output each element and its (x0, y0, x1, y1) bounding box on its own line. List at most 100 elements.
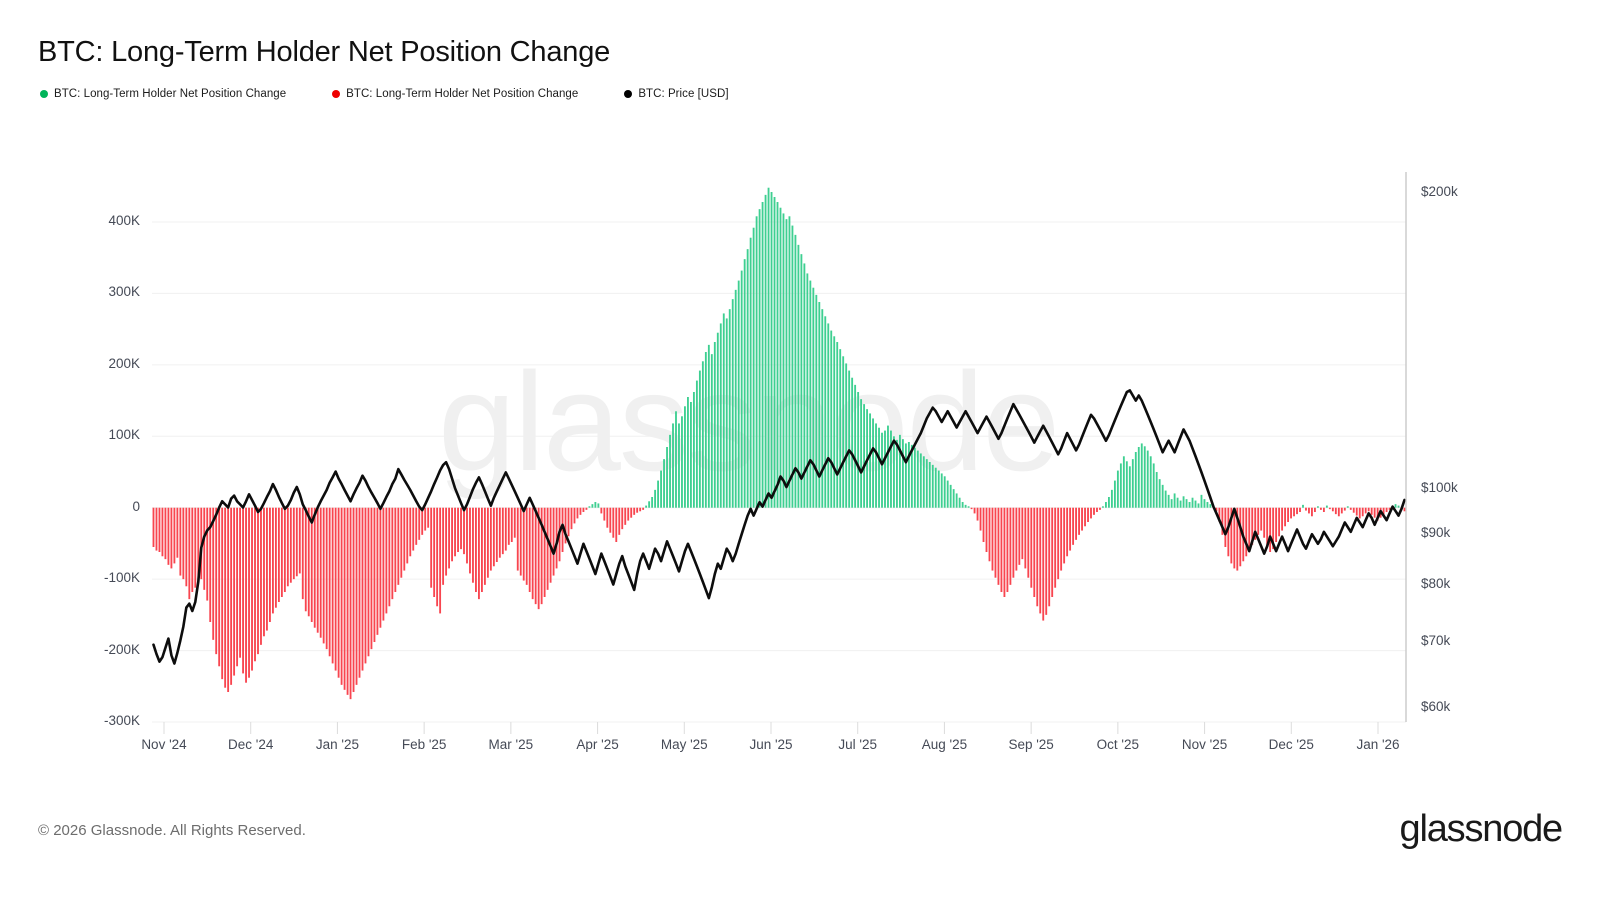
chart-bar[interactable] (355, 507, 358, 685)
chart-bar[interactable] (1227, 507, 1230, 557)
chart-bar[interactable] (1305, 507, 1307, 511)
chart-bar[interactable] (681, 416, 683, 508)
chart-bar[interactable] (451, 507, 453, 562)
chart-bar[interactable] (928, 462, 931, 508)
chart-bar[interactable] (1054, 507, 1057, 588)
chart-bar[interactable] (292, 507, 295, 580)
chart-bar[interactable] (1346, 506, 1349, 508)
chart-bar[interactable] (579, 507, 582, 515)
chart-bar[interactable] (242, 507, 244, 674)
chart-bar[interactable] (704, 352, 707, 508)
chart-bar[interactable] (185, 507, 188, 587)
chart-bar[interactable] (755, 216, 758, 508)
chart-bar[interactable] (1006, 507, 1009, 592)
chart-bar[interactable] (573, 507, 576, 524)
chart-bar[interactable] (907, 442, 910, 508)
chart-bar[interactable] (400, 507, 403, 578)
chart-bar[interactable] (1224, 507, 1227, 547)
chart-bar[interactable] (764, 194, 767, 508)
chart-bar[interactable] (215, 507, 218, 655)
chart-bar[interactable] (531, 507, 534, 600)
chart-bar[interactable] (489, 507, 492, 571)
chart-bar[interactable] (943, 476, 946, 508)
chart-bar[interactable] (695, 380, 698, 508)
chart-bar[interactable] (1281, 507, 1284, 531)
chart-bar[interactable] (448, 507, 450, 569)
chart-bar[interactable] (176, 507, 179, 558)
chart-bar[interactable] (1272, 507, 1275, 550)
chart-bar[interactable] (684, 406, 686, 508)
chart-bar[interactable] (334, 507, 337, 671)
chart-bar[interactable] (391, 507, 394, 600)
chart-bar[interactable] (1003, 507, 1006, 597)
chart-bar[interactable] (901, 439, 904, 508)
chart-bar[interactable] (349, 507, 352, 700)
chart-bar[interactable] (567, 507, 570, 537)
chart-bar[interactable] (967, 506, 970, 508)
chart-bar[interactable] (1039, 507, 1042, 614)
chart-bar[interactable] (397, 507, 400, 585)
chart-bar[interactable] (475, 507, 477, 592)
chart-bar[interactable] (1119, 463, 1122, 508)
chart-bar[interactable] (964, 504, 967, 508)
chart-bar[interactable] (1314, 507, 1316, 512)
chart-bar[interactable] (1128, 466, 1131, 508)
chart-bar[interactable] (1370, 507, 1373, 515)
chart-bar[interactable] (615, 507, 618, 542)
chart-bar[interactable] (1149, 456, 1152, 508)
chart-bar[interactable] (158, 507, 161, 552)
chart-bar[interactable] (675, 411, 677, 508)
chart-bar[interactable] (313, 507, 316, 628)
chart-bar[interactable] (1027, 507, 1030, 578)
chart-bar[interactable] (734, 289, 737, 508)
chart-bar[interactable] (1158, 479, 1161, 508)
chart-bar[interactable] (277, 507, 280, 602)
chart-bar[interactable] (1403, 507, 1406, 512)
chart-bar[interactable] (537, 507, 540, 610)
chart-bar[interactable] (248, 507, 250, 678)
chart-bar[interactable] (289, 507, 292, 583)
chart-bar[interactable] (1337, 507, 1340, 517)
chart-bar[interactable] (403, 507, 406, 571)
chart-bar[interactable] (845, 363, 848, 508)
chart-bar[interactable] (1012, 507, 1015, 578)
chart-bar[interactable] (1257, 507, 1260, 535)
chart-bar[interactable] (1099, 507, 1101, 510)
chart-bar[interactable] (836, 342, 839, 508)
chart-bar[interactable] (507, 507, 510, 545)
chart-bar[interactable] (758, 209, 761, 508)
chart-bar[interactable] (346, 507, 349, 695)
chart-bar[interactable] (692, 392, 695, 508)
chart-bar[interactable] (167, 507, 170, 565)
chart-bar[interactable] (976, 507, 979, 521)
chart-bar[interactable] (1388, 507, 1391, 510)
chart-bar[interactable] (737, 280, 740, 508)
chart-bar[interactable] (188, 507, 191, 600)
chart-bar[interactable] (445, 507, 448, 576)
chart-bar[interactable] (352, 507, 355, 692)
chart-bar[interactable] (1334, 507, 1337, 515)
chart-bar[interactable] (483, 507, 486, 585)
chart-bar[interactable] (1081, 507, 1083, 531)
chart-bar[interactable] (678, 423, 680, 508)
chart-bar[interactable] (233, 507, 236, 676)
chart-bar[interactable] (337, 507, 340, 678)
chart-bar[interactable] (257, 507, 259, 655)
chart-bar[interactable] (955, 493, 958, 508)
chart-bar[interactable] (1131, 459, 1134, 508)
chart-bar[interactable] (203, 507, 206, 590)
chart-bar[interactable] (725, 318, 728, 508)
chart-bar[interactable] (260, 507, 262, 645)
chart-bar[interactable] (570, 507, 573, 530)
chart-bar[interactable] (307, 507, 310, 617)
chart-bar[interactable] (1045, 507, 1048, 615)
chart-bar[interactable] (931, 464, 934, 508)
chart-bar[interactable] (857, 392, 860, 508)
chart-bar[interactable] (1176, 497, 1179, 508)
chart-bar[interactable] (1293, 507, 1295, 517)
chart-bar[interactable] (245, 507, 247, 683)
chart-bar[interactable] (498, 507, 501, 558)
chart-bar[interactable] (591, 504, 594, 508)
chart-bar[interactable] (1296, 507, 1298, 515)
chart-bar[interactable] (973, 507, 976, 514)
